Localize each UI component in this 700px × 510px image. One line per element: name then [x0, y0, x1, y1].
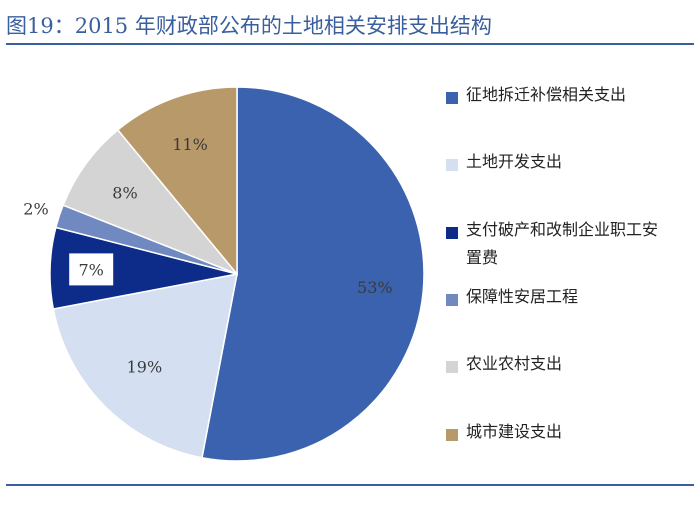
- top-divider: [6, 43, 694, 45]
- slice-value-label: 11%: [172, 135, 208, 154]
- legend-item: 农业农村支出: [446, 354, 666, 378]
- legend-label: 保障性安居工程: [466, 287, 579, 306]
- slice-value-label: 2%: [23, 200, 48, 219]
- legend-swatch: [446, 429, 458, 441]
- legend-item: 征地拆迁补偿相关支出: [446, 85, 666, 109]
- pie-slice: [52, 273, 238, 459]
- bottom-divider: [6, 484, 694, 486]
- legend-swatch: [446, 294, 458, 306]
- legend-swatch: [446, 159, 458, 171]
- legend-label: 土地开发支出: [466, 152, 563, 171]
- legend-swatch: [446, 227, 458, 239]
- legend-label: 支付破产和改制企业职工安置费: [466, 220, 659, 267]
- legend-item: 土地开发支出: [446, 152, 666, 176]
- legend-label: 城市建设支出: [466, 422, 563, 441]
- pie-slice: [201, 86, 425, 462]
- legend-swatch: [446, 361, 458, 373]
- slice-label-box: [69, 253, 114, 286]
- chart-title: 图19：2015 年财政部公布的土地相关安排支出结构: [6, 14, 492, 38]
- legend-item: 支付破产和改制企业职工安置费: [446, 220, 666, 272]
- legend-item: 城市建设支出: [446, 422, 666, 446]
- legend-label: 征地拆迁补偿相关支出: [466, 85, 627, 104]
- slice-value-label: 7%: [79, 260, 104, 279]
- slice-value-label: 53%: [357, 278, 393, 297]
- slice-value-label: 8%: [112, 184, 137, 203]
- pie-slice: [116, 86, 238, 277]
- legend-swatch: [446, 92, 458, 104]
- legend-item: 保障性安居工程: [446, 287, 666, 311]
- legend-label: 农业农村支出: [466, 354, 563, 373]
- pie-slice: [62, 128, 238, 275]
- slice-value-label: 19%: [127, 358, 163, 377]
